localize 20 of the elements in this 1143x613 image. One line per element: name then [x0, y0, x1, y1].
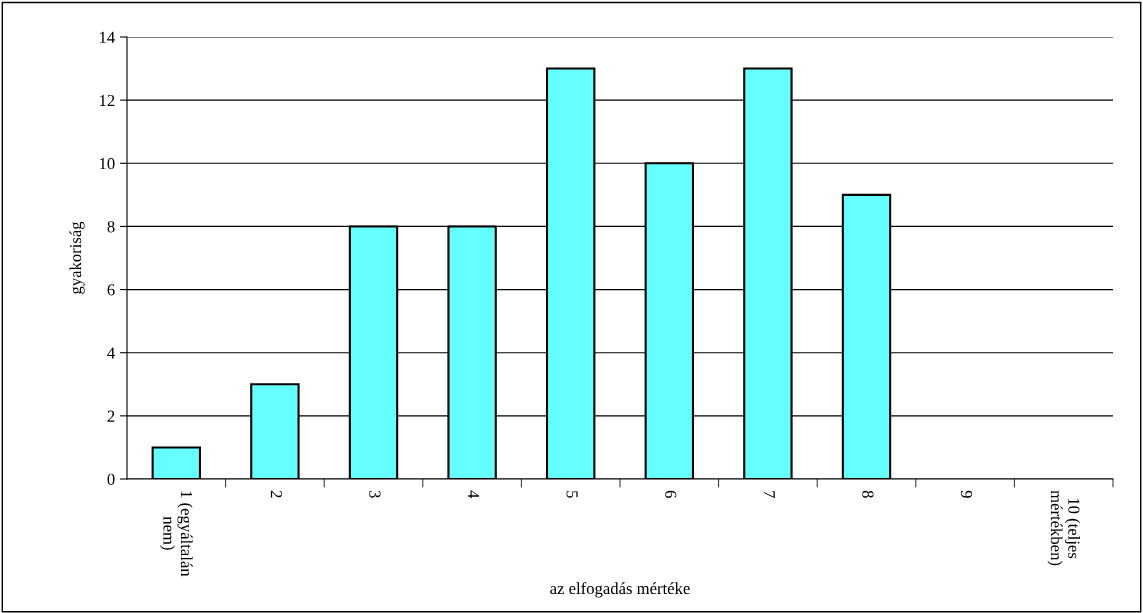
x-tick-label: 2	[270, 490, 282, 498]
y-tick-label: 10	[99, 157, 115, 170]
y-tick-label: 12	[99, 94, 115, 106]
y-tick-label: 4	[107, 347, 115, 359]
y-tick-label: 2	[107, 410, 115, 422]
x-axis-title: az elfogadás mértéke	[550, 582, 690, 598]
x-tick-label: 8	[862, 490, 874, 498]
x-tick-label: 7	[763, 491, 775, 498]
y-axis-title: gyakoriság	[69, 221, 85, 294]
x-tick-label: 4	[468, 490, 480, 499]
y-tick-label: 8	[107, 221, 115, 233]
y-tick-label: 14	[99, 31, 115, 43]
y-tick-label: 6	[107, 284, 115, 296]
y-tick-label: 0	[107, 473, 115, 485]
x-tick-label: 9	[960, 490, 973, 498]
x-tick-label: 6	[665, 490, 677, 498]
x-tick-label: 1 (egyáltalán nem)	[159, 491, 193, 577]
x-tick-label: 5	[566, 491, 578, 498]
x-tick-label: 3	[369, 490, 381, 498]
x-tick-label: 10 (teljes mértékben)	[1047, 490, 1080, 566]
